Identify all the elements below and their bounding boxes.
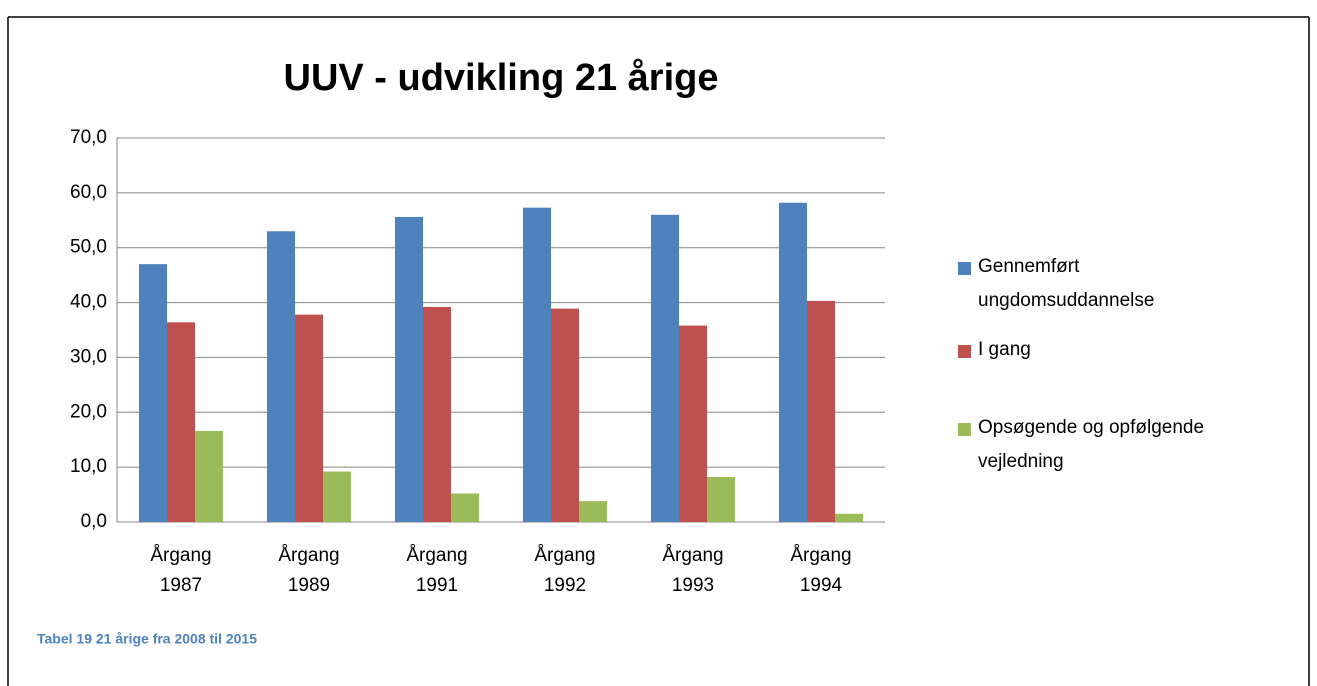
y-tick-label: 60,0 xyxy=(70,182,107,203)
legend-label: I gang xyxy=(978,339,1031,360)
bar xyxy=(323,471,351,522)
bar xyxy=(167,322,195,522)
x-tick-label: Årgang 1989 xyxy=(278,545,339,596)
legend-label: Gennemført ungdomsuddannelse xyxy=(978,256,1155,311)
bar xyxy=(651,214,679,523)
y-tick-label: 40,0 xyxy=(70,292,107,313)
bar xyxy=(395,216,423,522)
bar xyxy=(551,308,579,522)
bar xyxy=(707,477,735,522)
x-tick-label: Årgang 1987 xyxy=(150,545,211,596)
caption: Tabel 19 21 årige fra 2008 til 2015 xyxy=(37,631,257,647)
y-tick-label: 10,0 xyxy=(70,456,107,477)
y-tick-label: 70,0 xyxy=(70,127,107,148)
bar xyxy=(523,207,551,522)
bar xyxy=(423,306,451,522)
y-tick-label: 30,0 xyxy=(70,346,107,367)
y-tick-label: 50,0 xyxy=(70,237,107,258)
bar xyxy=(295,314,323,522)
bar xyxy=(779,202,807,522)
bar xyxy=(139,264,167,522)
chart-title: UUV - udvikling 21 årige xyxy=(284,57,719,99)
bar xyxy=(679,325,707,522)
bar xyxy=(579,501,607,522)
legend-label: Opsøgende og opfølgende vejledning xyxy=(978,417,1205,472)
x-tick-label: Årgang 1994 xyxy=(790,545,851,596)
bar xyxy=(451,493,479,522)
legend-swatch xyxy=(958,423,971,436)
bar xyxy=(267,231,295,522)
x-tick-label: Årgang 1992 xyxy=(534,545,595,596)
y-tick-label: 20,0 xyxy=(70,401,107,422)
x-tick-label: Årgang 1991 xyxy=(406,545,467,596)
x-tick-label: Årgang 1993 xyxy=(662,545,723,596)
bar xyxy=(195,430,223,522)
legend-swatch xyxy=(958,345,971,358)
legend-swatch xyxy=(958,262,971,275)
bar xyxy=(807,300,835,522)
bar xyxy=(835,513,863,522)
y-tick-label: 0,0 xyxy=(81,511,107,532)
